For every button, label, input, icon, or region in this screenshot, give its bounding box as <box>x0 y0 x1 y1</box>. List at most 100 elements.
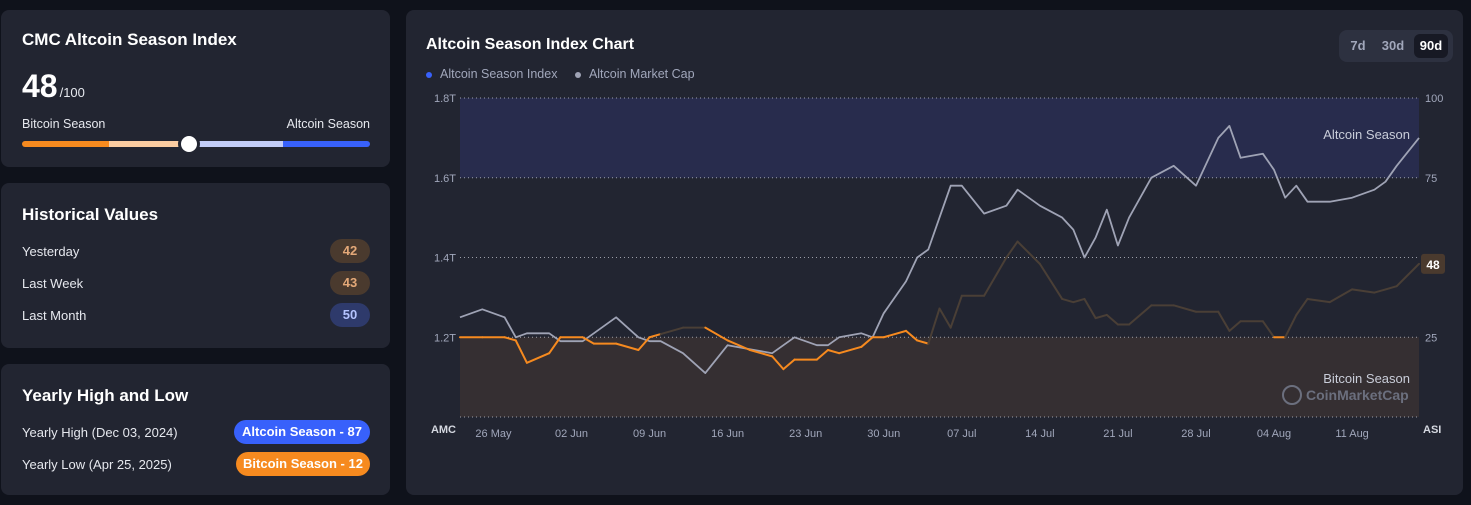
legend-dot-index <box>426 71 432 78</box>
altcoin-index-chart: 1.8T1.6T1.4T1.2T100755025AMCASI26 May02 … <box>431 93 1445 440</box>
index-line-segment <box>860 336 874 348</box>
x-axis-tick: 23 Jun <box>789 428 822 440</box>
left-axis-tick: 1.4T <box>434 253 456 265</box>
index-line-segment <box>838 345 863 355</box>
x-axis-tick: 02 Jun <box>555 428 588 440</box>
yearly-high-pill: Altcoin Season - 87 <box>234 420 370 444</box>
yearly-low-pill: Bitcoin Season - 12 <box>236 452 370 476</box>
tab-90d[interactable]: 90d <box>1414 34 1448 58</box>
x-axis-tick: 11 Aug <box>1335 428 1368 440</box>
historical-title: Historical Values <box>22 205 159 224</box>
x-axis-tick: 16 Jun <box>711 428 744 440</box>
index-line-segment <box>1172 304 1197 313</box>
gauge-segment-altcoin <box>283 141 370 147</box>
legend-dot-market-cap <box>574 71 581 78</box>
yearly-high-low-card: Yearly High and Low Yearly High (Dec 03,… <box>1 364 390 495</box>
tab-7d[interactable]: 7d <box>1350 38 1366 53</box>
history-yesterday-label: Yesterday <box>22 244 80 259</box>
right-axis-tick: 75 <box>1425 173 1437 185</box>
history-last-week-label: Last Week <box>22 276 84 291</box>
index-line-segment <box>748 349 774 358</box>
index-max-value: /100 <box>59 85 85 100</box>
index-line-segment <box>905 329 919 342</box>
yearly-high-label: Yearly High (Dec 03, 2024) <box>22 425 178 440</box>
right-axis-title: ASI <box>1423 424 1441 436</box>
index-line-segment <box>1395 262 1420 288</box>
altcoin-zone-label: Altcoin Season <box>1323 127 1410 142</box>
index-line-segment <box>637 336 651 352</box>
x-axis-tick: 26 May <box>475 428 512 440</box>
index-line-segment <box>1083 297 1097 320</box>
index-line-segment <box>1306 297 1331 304</box>
left-axis-tick: 1.2T <box>434 332 456 344</box>
index-line-segment <box>1228 320 1242 332</box>
index-line-segment <box>782 358 796 371</box>
x-axis-tick: 30 Jun <box>867 428 900 440</box>
index-line-segment <box>983 256 1008 297</box>
legend-index-label[interactable]: Altcoin Season Index <box>440 67 558 81</box>
index-line-segment <box>1061 297 1075 304</box>
index-line-segment <box>949 294 963 329</box>
index-line-segment <box>1072 297 1086 304</box>
index-line-segment <box>938 307 952 329</box>
gauge-segment-bitcoin <box>22 141 109 147</box>
index-line-segment <box>1217 310 1231 332</box>
index-line-segment <box>882 329 908 339</box>
index-line-segment <box>1284 313 1298 339</box>
left-axis-tick: 1.6T <box>434 173 456 185</box>
current-value-label: 48 <box>1426 258 1440 272</box>
index-line-segment <box>815 349 829 361</box>
index-line-segment <box>916 339 930 345</box>
index-line-segment <box>525 352 551 364</box>
x-axis-tick: 04 Aug <box>1257 428 1291 440</box>
yearly-title: Yearly High and Low <box>22 386 189 405</box>
chart-legend: Altcoin Season Index Altcoin Market Cap <box>426 67 695 81</box>
history-last-month-badge: 50 <box>330 303 370 327</box>
coinmarketcap-logo <box>1282 385 1302 405</box>
historical-values-card: Historical Values Yesterday 42 Last Week… <box>1 183 390 348</box>
index-line-segment <box>704 326 729 342</box>
tab-30d[interactable]: 30d <box>1381 38 1405 53</box>
index-line-segment <box>1261 320 1276 339</box>
yearly-low-label: Yearly Low (Apr 25, 2025) <box>22 457 172 472</box>
index-line-segment <box>1351 288 1376 294</box>
index-card-title: CMC Altcoin Season Index <box>22 30 237 49</box>
index-line-segment <box>1328 288 1354 304</box>
left-axis-title: AMC <box>431 424 456 436</box>
index-line-segment <box>648 333 662 339</box>
x-axis-tick: 09 Jun <box>633 428 666 440</box>
gauge-indicator <box>181 136 198 152</box>
x-axis-tick: 14 Jul <box>1025 428 1054 440</box>
altcoin-season-zone <box>460 98 1419 178</box>
left-axis-tick: 1.8T <box>434 93 456 105</box>
index-line-segment <box>726 339 751 352</box>
bitcoin-zone-label: Bitcoin Season <box>1323 371 1410 386</box>
index-line-segment <box>1105 313 1119 326</box>
index-line-segment <box>1384 285 1398 291</box>
bitcoin-season-zone <box>460 337 1419 417</box>
index-line-segment <box>659 326 685 336</box>
season-gauge-bar <box>22 136 370 152</box>
gauge-segment-bitcoin-light <box>109 141 196 147</box>
index-line-segment <box>1005 240 1019 259</box>
right-axis-tick: 25 <box>1425 332 1437 344</box>
index-line-segment <box>615 342 640 352</box>
x-axis-tick: 21 Jul <box>1103 428 1132 440</box>
index-current-value: 48 <box>22 68 58 104</box>
coinmarketcap-watermark: CoinMarketCap <box>1306 387 1409 403</box>
index-line-segment <box>927 307 941 345</box>
gauge-segment-altcoin-light <box>196 141 283 147</box>
bitcoin-season-label: Bitcoin Season <box>22 117 106 131</box>
index-line-segment <box>1373 288 1387 294</box>
market-cap-line <box>459 125 1420 374</box>
index-line-segment <box>514 339 528 364</box>
legend-market-cap-label[interactable]: Altcoin Market Cap <box>588 67 695 81</box>
index-line-segment <box>1016 240 1041 265</box>
index-line-segment <box>1295 297 1309 316</box>
index-line-segment <box>1038 262 1064 300</box>
altcoin-index-card: CMC Altcoin Season Index 48/100 Bitcoin … <box>1 10 390 167</box>
index-line-segment <box>548 336 562 355</box>
current-value-badge <box>1421 253 1445 274</box>
index-value: 48/100 <box>22 68 85 105</box>
x-axis-tick: 28 Jul <box>1181 428 1210 440</box>
